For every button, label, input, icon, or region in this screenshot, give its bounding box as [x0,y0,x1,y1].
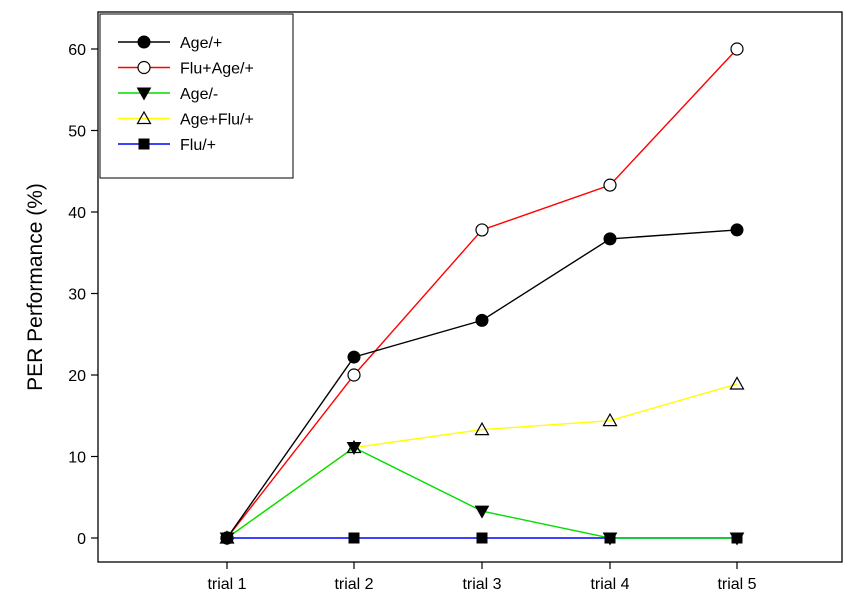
data-point [603,232,617,246]
legend-label: Age/+ [180,35,222,52]
plot-frame [97,11,843,563]
data-point [220,531,234,545]
x-tick-label: trial 4 [590,576,629,593]
x-axis: trial 1 trial 2 trial 3 trial 4 trial 5 [207,562,757,593]
data-point [602,532,618,546]
data-point [347,368,361,382]
data-point [475,223,489,237]
legend-label: Flu/+ [180,137,216,154]
legend-marker [137,35,151,49]
legend-marker [137,60,151,75]
data-point [347,350,361,364]
x-tick-label: trial 2 [334,576,373,593]
data-point [602,412,618,427]
y-tick-label: 30 [68,287,86,304]
legend-label: Age/- [180,86,218,103]
data-point [346,442,362,456]
series-line-2 [226,446,737,539]
y-tick-label: 10 [68,450,86,467]
legend-marker [136,110,152,125]
legend-marker [136,87,152,101]
data-point [474,421,490,436]
y-axis-title: PER Performance (%) [24,183,47,391]
data-point [603,178,617,192]
data-point [730,223,744,237]
data-point [729,532,745,546]
data-point [730,42,744,56]
y-tick-label: 20 [68,368,86,385]
data-point [475,313,489,327]
x-tick-label: trial 1 [207,576,246,593]
series-line-1 [226,48,738,539]
y-axis: 0 10 20 30 40 50 60 [68,42,98,548]
series-line-0 [226,229,738,539]
legend-label: Age+Flu/+ [180,112,254,129]
data-point [476,532,488,544]
data-point [729,376,745,390]
legend: Age/+ Flu+Age/+ Age/- Age+Flu/+ Flu/+ [99,13,294,179]
y-tick-label: 0 [77,531,86,548]
y-tick-label: 50 [68,124,86,141]
legend-label: Flu+Age/+ [180,61,254,78]
x-tick-label: trial 5 [717,576,756,593]
series-layer [219,42,745,546]
legend-marker [138,138,150,150]
data-point [348,532,360,544]
data-point [474,505,490,519]
x-tick-label: trial 3 [462,576,501,593]
y-tick-label: 40 [68,205,86,222]
y-tick-label: 60 [68,42,86,59]
